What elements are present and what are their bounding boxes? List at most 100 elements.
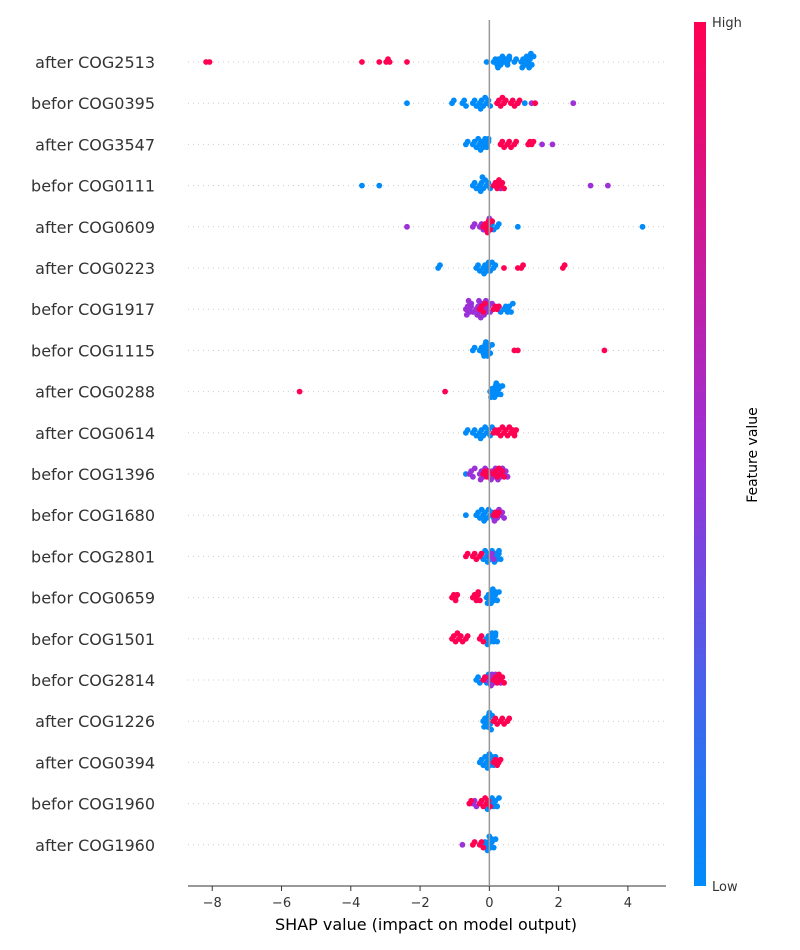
data-point xyxy=(508,309,514,315)
data-point xyxy=(470,309,476,315)
data-point xyxy=(481,517,487,524)
data-point xyxy=(497,556,504,563)
data-point xyxy=(516,97,523,104)
x-tick-label: −6 xyxy=(272,896,291,911)
data-point xyxy=(495,179,502,186)
feature-label: befor COG1115 xyxy=(31,341,155,360)
data-point xyxy=(549,141,556,148)
data-point xyxy=(359,59,365,65)
data-point xyxy=(482,339,489,345)
data-point xyxy=(519,64,526,71)
data-point xyxy=(480,309,487,315)
data-point xyxy=(490,844,497,851)
data-point xyxy=(492,262,499,269)
data-point xyxy=(494,597,501,604)
x-tick-label: 0 xyxy=(485,896,493,911)
data-point xyxy=(482,674,488,681)
data-point xyxy=(483,59,490,65)
data-point xyxy=(490,385,497,392)
data-point xyxy=(468,797,475,804)
data-point xyxy=(481,270,487,277)
data-point xyxy=(461,97,468,104)
data-point xyxy=(492,715,499,722)
data-point xyxy=(476,297,482,304)
data-point xyxy=(489,218,495,225)
data-point xyxy=(495,221,502,227)
data-point xyxy=(497,756,504,763)
data-point xyxy=(501,473,508,480)
x-tick-label: −4 xyxy=(341,896,360,911)
data-point xyxy=(386,59,393,65)
data-point xyxy=(480,844,487,851)
data-point xyxy=(570,100,577,107)
data-point xyxy=(496,795,502,801)
data-points xyxy=(203,50,646,854)
data-point xyxy=(492,836,499,843)
data-point xyxy=(504,61,511,68)
data-point xyxy=(468,303,475,310)
feature-label: after COG0394 xyxy=(35,753,155,772)
x-axis-title: SHAP value (impact on model output) xyxy=(275,915,577,934)
feature-label: befor COG1396 xyxy=(31,465,155,484)
data-point xyxy=(454,591,461,598)
data-point xyxy=(471,465,478,472)
feature-label: befor COG1917 xyxy=(31,300,155,319)
data-point xyxy=(459,841,466,848)
data-point xyxy=(463,103,469,109)
data-point xyxy=(457,633,464,639)
data-point xyxy=(487,103,494,109)
data-point xyxy=(530,138,537,145)
data-point xyxy=(525,61,532,68)
data-point xyxy=(404,223,410,230)
data-point xyxy=(476,597,483,604)
feature-label: befor COG1501 xyxy=(31,630,155,649)
data-point xyxy=(477,476,484,483)
data-point xyxy=(604,182,611,189)
data-point xyxy=(521,100,528,107)
data-point xyxy=(462,512,469,519)
data-point xyxy=(496,589,502,595)
data-point xyxy=(471,344,478,351)
data-point xyxy=(501,515,508,521)
x-axis: −8 −6 −4 −2 0 2 4 xyxy=(188,885,666,911)
feature-rows: after COG2513 befor COG0395 after COG3547 b… xyxy=(31,53,666,855)
feature-label: befor COG2801 xyxy=(31,547,155,566)
colorbar-title: Feature value xyxy=(745,407,761,503)
data-point xyxy=(478,550,485,557)
x-tick-label: 4 xyxy=(624,896,632,911)
data-point xyxy=(485,797,492,804)
data-point xyxy=(471,221,478,227)
colorbar-gradient xyxy=(694,22,706,886)
data-point xyxy=(404,100,410,107)
data-point xyxy=(561,262,568,269)
data-point xyxy=(520,262,526,269)
feature-label: befor COG0111 xyxy=(31,177,155,196)
data-point xyxy=(376,182,383,189)
data-point xyxy=(359,182,365,189)
data-point xyxy=(489,586,496,593)
data-point xyxy=(475,674,481,681)
data-point xyxy=(477,435,484,442)
data-point xyxy=(485,97,492,104)
data-point xyxy=(509,300,516,307)
data-point xyxy=(465,297,472,304)
data-point xyxy=(493,380,500,387)
data-point xyxy=(470,473,476,480)
data-point xyxy=(475,591,481,598)
data-point xyxy=(639,223,646,230)
data-point xyxy=(601,347,608,354)
data-point xyxy=(480,638,487,645)
feature-label: after COG3547 xyxy=(35,135,155,154)
data-point xyxy=(489,550,495,557)
data-point xyxy=(506,138,513,145)
data-point xyxy=(404,59,410,65)
data-point xyxy=(477,147,484,153)
feature-label: befor COG0395 xyxy=(31,94,155,113)
feature-label: after COG0609 xyxy=(35,218,155,237)
feature-label: befor COG2814 xyxy=(31,671,155,690)
feature-label: befor COG0659 xyxy=(31,589,155,608)
data-point xyxy=(485,468,492,475)
data-point xyxy=(485,138,492,145)
data-point xyxy=(509,97,516,104)
